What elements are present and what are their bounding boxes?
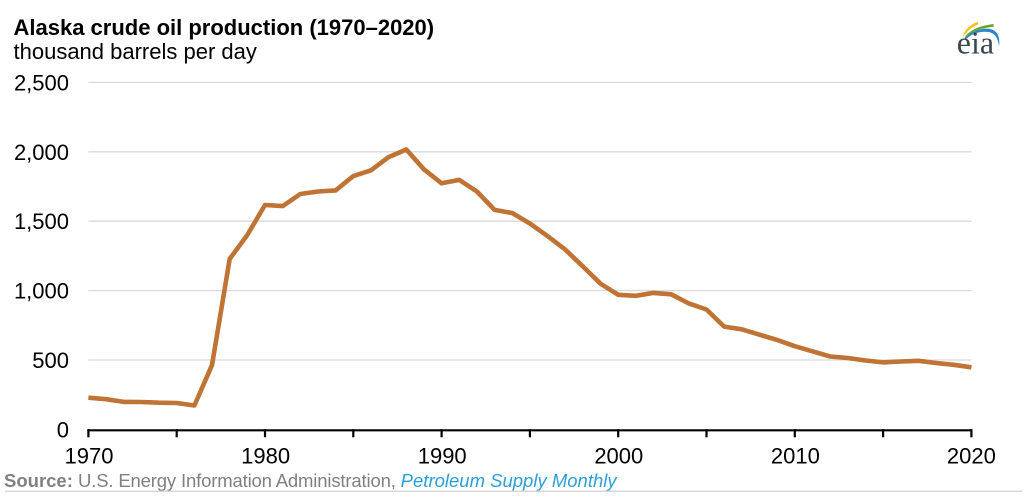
- svg-text:500: 500: [32, 348, 69, 373]
- svg-text:1970: 1970: [65, 444, 114, 469]
- svg-text:2010: 2010: [771, 444, 820, 469]
- svg-text:1,500: 1,500: [14, 209, 69, 234]
- svg-text:2000: 2000: [594, 444, 643, 469]
- svg-text:thousand barrels per day: thousand barrels per day: [14, 39, 257, 64]
- svg-text:eia: eia: [957, 24, 994, 60]
- svg-text:1,000: 1,000: [14, 279, 69, 304]
- svg-text:Alaska crude oil production (1: Alaska crude oil production (1970–2020): [14, 15, 435, 40]
- svg-text:2,000: 2,000: [14, 140, 69, 165]
- svg-text:1990: 1990: [418, 444, 467, 469]
- svg-text:2020: 2020: [947, 444, 996, 469]
- svg-text:Source: U.S. Energy Informatio: Source: U.S. Energy Information Administ…: [4, 470, 618, 491]
- svg-text:0: 0: [57, 418, 69, 443]
- svg-text:1980: 1980: [241, 444, 290, 469]
- svg-text:2,500: 2,500: [14, 70, 69, 95]
